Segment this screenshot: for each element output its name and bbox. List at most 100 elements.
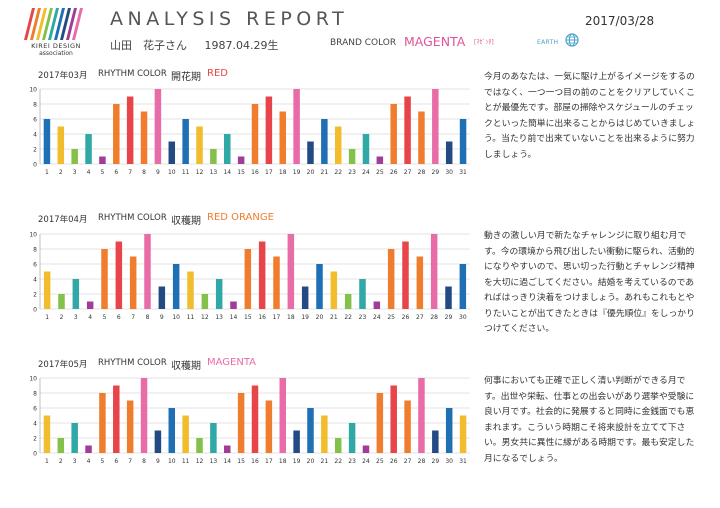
- x-tick-label: 26: [402, 314, 410, 321]
- bar: [459, 264, 467, 309]
- bar: [196, 126, 203, 164]
- bar: [279, 378, 286, 453]
- bar: [126, 96, 134, 164]
- x-tick-label: 25: [376, 458, 384, 465]
- x-tick-label: 3: [73, 458, 77, 465]
- kirei-design-logo: KIREI DESIGN association: [24, 8, 88, 62]
- x-tick-label: 17: [265, 458, 273, 465]
- x-tick-label: 20: [307, 458, 315, 465]
- bar: [330, 271, 338, 309]
- y-tick-label: 0: [33, 307, 37, 314]
- x-tick-label: 31: [459, 458, 467, 465]
- x-tick-label: 1: [45, 314, 49, 321]
- bar: [115, 241, 123, 309]
- x-tick-label: 16: [258, 314, 266, 321]
- bar: [99, 156, 106, 164]
- x-tick-label: 22: [334, 169, 342, 176]
- y-tick-label: 6: [33, 117, 37, 124]
- x-tick-label: 29: [432, 458, 440, 465]
- x-tick-label: 4: [88, 314, 92, 321]
- bar: [432, 430, 439, 453]
- x-tick-label: 20: [307, 169, 315, 176]
- bar: [402, 241, 409, 309]
- x-tick-label: 13: [210, 458, 218, 465]
- y-tick-label: 8: [33, 247, 37, 254]
- brand-color-sub: [ﾏｾﾞﾝﾀ]: [474, 39, 494, 46]
- globe-icon: [565, 33, 579, 47]
- y-tick-label: 4: [33, 277, 37, 284]
- x-tick-label: 24: [362, 169, 370, 176]
- bar: [129, 256, 137, 309]
- bar: [187, 271, 194, 309]
- section-description-april: 動きの激しい月で新たなチャレンジに取り組む月です。今の環境から飛び出したい衝動に…: [484, 231, 695, 334]
- logo-text: KIREI DESIGN: [31, 42, 81, 50]
- bar: [126, 400, 134, 453]
- section-month: 2017年05月: [38, 360, 88, 370]
- x-tick-label: 25: [376, 169, 384, 176]
- x-tick-label: 28: [418, 169, 426, 176]
- rhythm-color-name: RED ORANGE: [207, 212, 274, 223]
- x-tick-label: 29: [445, 314, 453, 321]
- bar: [307, 408, 314, 453]
- x-tick-label: 27: [404, 458, 412, 465]
- x-tick-label: 14: [230, 314, 238, 321]
- bar: [387, 249, 395, 309]
- bar: [432, 89, 439, 164]
- bar: [230, 301, 237, 309]
- section-header-march: 2017年03月 RHYTHM COLOR 開花期 RED: [38, 68, 228, 83]
- x-tick-label: 19: [293, 169, 301, 176]
- x-tick-label: 26: [390, 458, 398, 465]
- x-tick-label: 14: [223, 458, 231, 465]
- x-tick-label: 13: [210, 169, 218, 176]
- bar: [244, 249, 252, 309]
- bar: [404, 96, 411, 164]
- x-tick-label: 18: [279, 169, 287, 176]
- x-tick-label: 21: [321, 169, 329, 176]
- x-tick-label: 20: [316, 314, 324, 321]
- y-tick-label: 4: [33, 132, 37, 139]
- y-tick-label: 10: [29, 87, 37, 94]
- x-tick-label: 7: [128, 458, 132, 465]
- bar: [373, 301, 381, 309]
- x-tick-label: 11: [182, 458, 190, 465]
- bar: [418, 378, 425, 453]
- x-tick-label: 30: [459, 314, 467, 321]
- bar: [362, 134, 370, 164]
- brand-color-label: BRAND COLOR: [330, 38, 397, 48]
- x-tick-label: 18: [279, 458, 287, 465]
- bar: [113, 385, 120, 453]
- person-name: 山田 花子さん: [110, 39, 187, 52]
- bar: [182, 119, 189, 164]
- bar: [251, 385, 259, 453]
- x-tick-label: 23: [348, 458, 356, 465]
- x-tick-label: 10: [172, 314, 180, 321]
- x-tick-label: 22: [344, 314, 352, 321]
- bar: [362, 445, 370, 453]
- x-tick-label: 2: [60, 314, 64, 321]
- x-tick-label: 12: [201, 314, 209, 321]
- bar: [293, 89, 300, 164]
- x-tick-label: 10: [168, 169, 176, 176]
- x-tick-label: 30: [445, 458, 453, 465]
- bar: [43, 271, 51, 309]
- bar: [251, 104, 259, 164]
- x-tick-label: 9: [156, 458, 160, 465]
- x-tick-label: 4: [87, 169, 91, 176]
- bar: [154, 430, 162, 453]
- bar: [72, 279, 80, 309]
- x-tick-label: 3: [74, 314, 78, 321]
- bar: [459, 119, 467, 164]
- bar: [348, 149, 356, 164]
- logo-subtext: association: [39, 50, 73, 57]
- x-tick-label: 29: [432, 169, 440, 176]
- bar: [445, 141, 453, 164]
- bar: [459, 415, 467, 453]
- x-tick-label: 24: [362, 458, 370, 465]
- y-tick-label: 8: [33, 391, 37, 398]
- x-tick-label: 8: [146, 314, 150, 321]
- bar: [71, 149, 78, 164]
- bar: [321, 415, 328, 453]
